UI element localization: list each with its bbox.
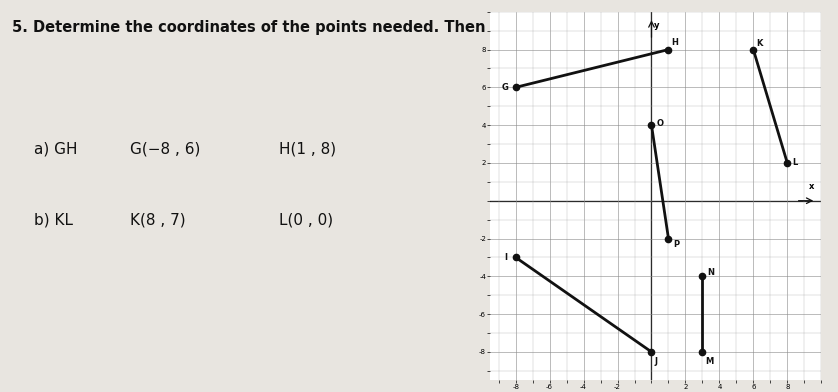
Text: x: x <box>809 182 815 191</box>
Text: M: M <box>705 357 713 366</box>
Text: J: J <box>654 357 657 366</box>
Text: 5. Determine the coordinates of the points needed. Then find the distance of GH : 5. Determine the coordinates of the poin… <box>12 20 801 34</box>
Text: b) KL: b) KL <box>34 212 73 227</box>
Text: I: I <box>504 253 507 262</box>
Text: G(−8 , 6): G(−8 , 6) <box>130 142 200 156</box>
Text: y: y <box>654 21 660 30</box>
Text: P: P <box>674 240 680 249</box>
Text: K(8 , 7): K(8 , 7) <box>130 212 186 227</box>
Text: K: K <box>756 39 763 48</box>
Text: H(1 , 8): H(1 , 8) <box>279 142 337 156</box>
Text: G: G <box>502 83 509 92</box>
Text: L: L <box>793 158 798 167</box>
Text: H: H <box>671 38 678 47</box>
Text: N: N <box>707 268 715 277</box>
Text: L(0 , 0): L(0 , 0) <box>279 212 334 227</box>
Text: a) GH: a) GH <box>34 142 77 156</box>
Text: O: O <box>657 119 664 128</box>
